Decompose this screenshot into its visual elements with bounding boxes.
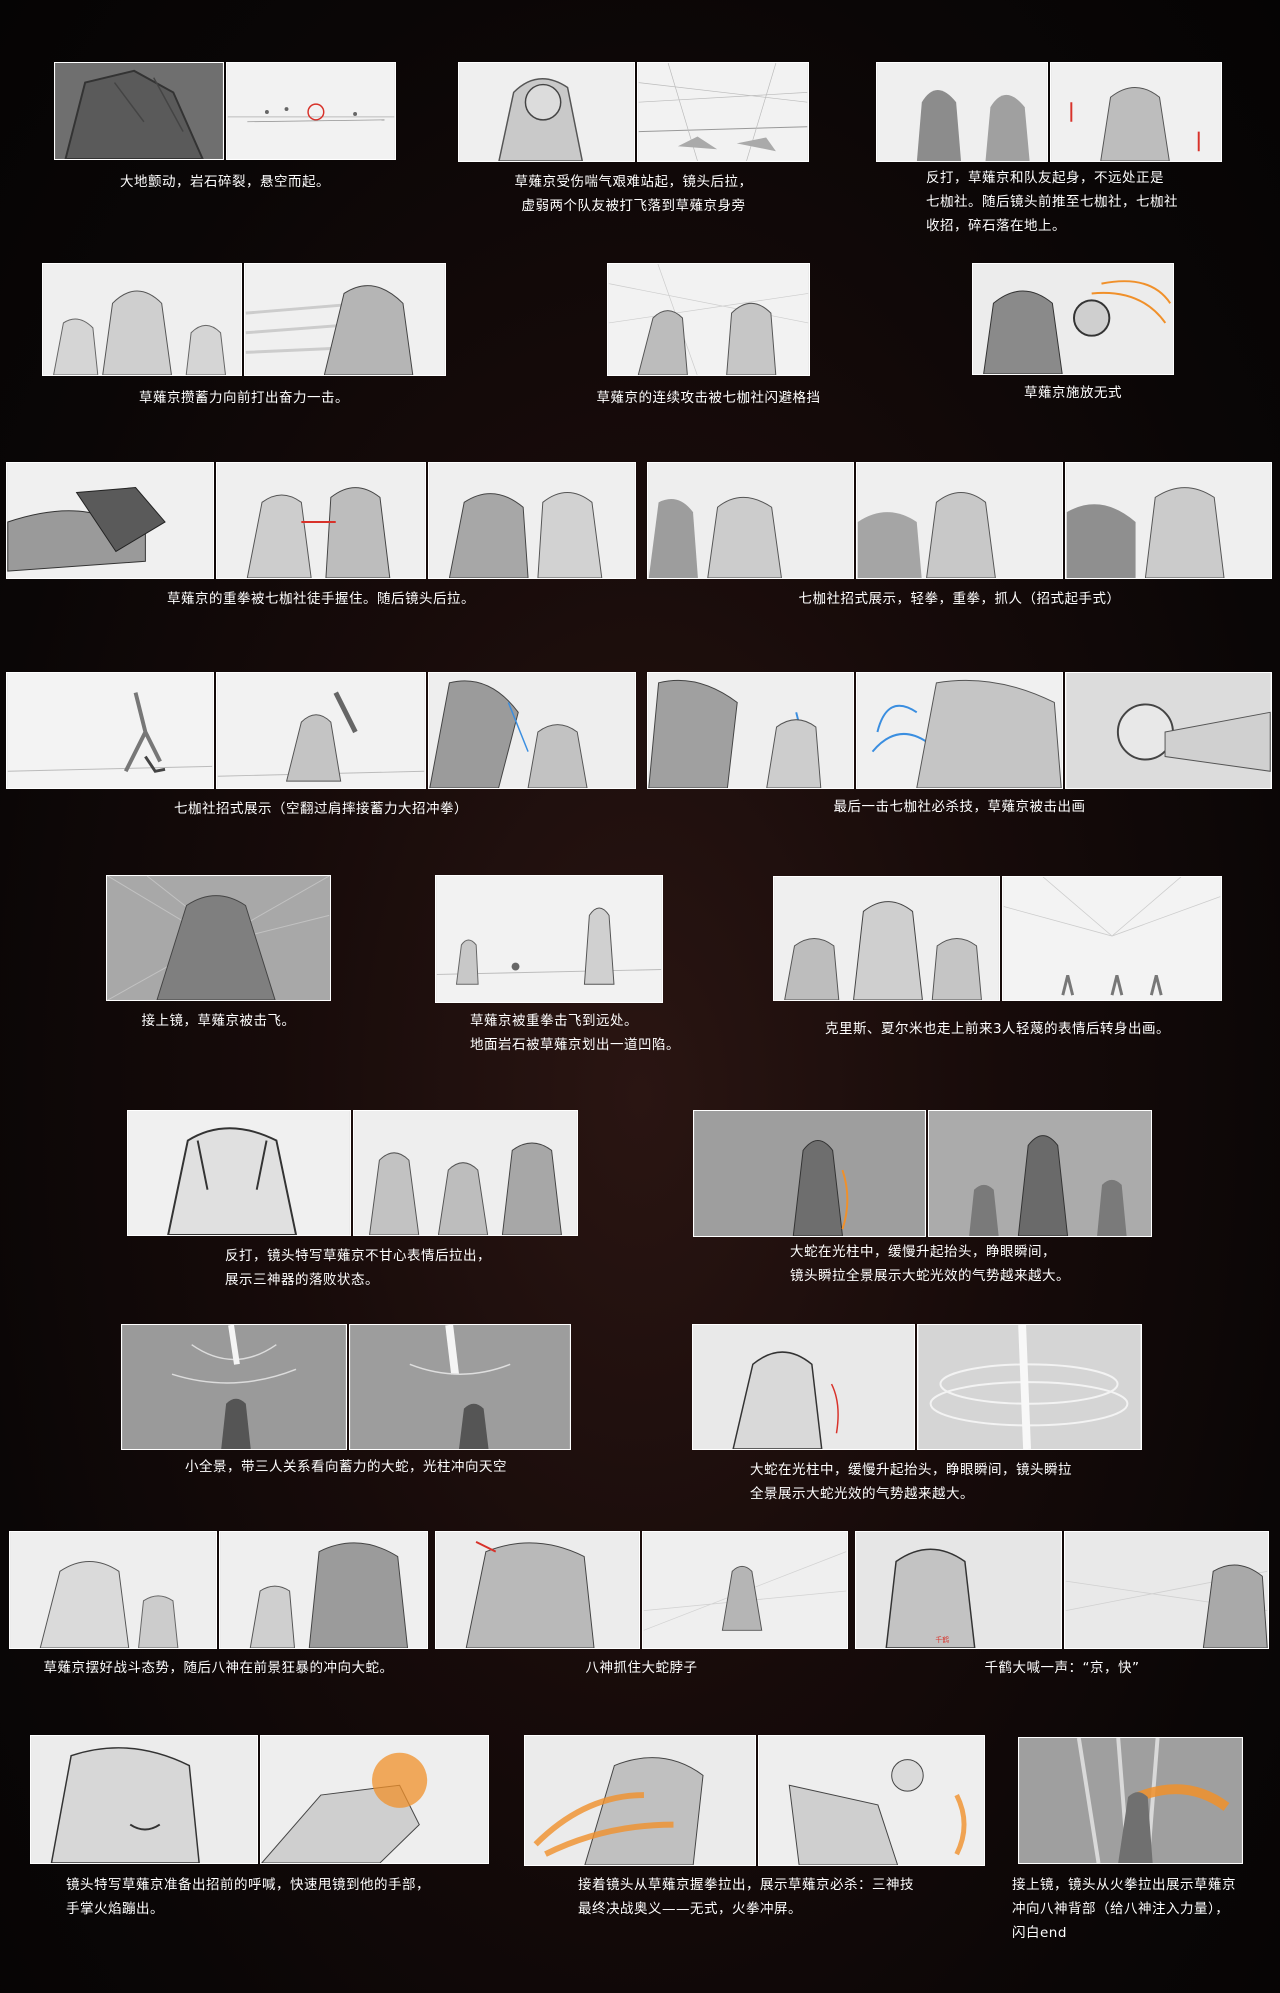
storyboard-panel xyxy=(226,62,396,160)
storyboard-panel xyxy=(127,1110,351,1236)
storyboard-panel xyxy=(1018,1737,1243,1864)
storyboard-panel xyxy=(758,1735,985,1866)
storyboard-panel xyxy=(1065,672,1272,789)
storyboard-panel xyxy=(9,1531,217,1649)
storyboard-panel xyxy=(216,462,426,579)
storyboard-panel xyxy=(349,1324,571,1450)
storyboard-panel xyxy=(637,62,809,162)
storyboard-panel xyxy=(917,1324,1142,1450)
panel-caption: 镜头特写草薙京准备出招前的呼喊，快速甩镜到他的手部， 手掌火焰蹦出。 xyxy=(66,1877,430,1917)
storyboard-panel xyxy=(428,462,636,579)
panel-caption: 小全景，带三人关系看向蓄力的大蛇，光柱冲向天空 xyxy=(185,1459,507,1475)
storyboard-panel xyxy=(30,1735,258,1864)
panel-caption: 草薙京受伤喘气艰难站起，镜头后拉， 虚弱两个队友被打飞落到草薙京身旁 xyxy=(514,174,753,214)
panel-caption: 千鹤大喊一声：“京，快” xyxy=(984,1660,1140,1676)
panel-caption: 大蛇在光柱中，缓慢升起抬头，睁眼瞬间，镜头瞬拉 全景展示大蛇光效的气势越来越大。 xyxy=(750,1462,1072,1502)
storyboard-panel xyxy=(972,263,1174,375)
storyboard-panel xyxy=(216,672,426,789)
storyboard-panel xyxy=(524,1735,756,1866)
storyboard-panel xyxy=(6,672,214,789)
panel-caption: 八神抓住大蛇脖子 xyxy=(585,1660,698,1676)
panel-caption: 草薙京的重拳被七枷社徒手握住。随后镜头后拉。 xyxy=(167,591,475,607)
storyboard-panel xyxy=(856,462,1063,579)
panel-caption: 反打，镜头特写草薙京不甘心表情后拉出， 展示三神器的落败状态。 xyxy=(225,1248,491,1288)
storyboard-panel xyxy=(1064,1531,1269,1649)
storyboard-panel xyxy=(693,1110,926,1237)
storyboard-panel xyxy=(54,62,224,160)
storyboard-panel xyxy=(876,62,1048,162)
storyboard-panel xyxy=(244,263,446,376)
panel-caption: 七枷社招式展示（空翻过肩摔接蓄力大招冲拳） xyxy=(174,801,468,817)
storyboard-panel xyxy=(428,672,636,789)
storyboard-panel xyxy=(647,462,854,579)
storyboard-panel xyxy=(607,263,810,376)
storyboard-panel xyxy=(692,1324,915,1450)
storyboard-panel xyxy=(773,876,1000,1001)
panel-caption: 草薙京攒蓄力向前打出奋力一击。 xyxy=(139,390,349,406)
storyboard-panel xyxy=(1065,462,1272,579)
storyboard-panel xyxy=(106,875,331,1001)
panel-caption: 接着镜头从草薙京握拳拉出，展示草薙京必杀：三神技 最终决战奥义——无式，火拳冲屏… xyxy=(578,1877,914,1917)
storyboard-panel xyxy=(435,1531,640,1649)
storyboard-panel xyxy=(42,263,242,376)
storyboard-panel xyxy=(642,1531,848,1649)
panel-caption: 草薙京摆好战斗态势，随后八神在前景狂暴的冲向大蛇。 xyxy=(43,1660,394,1676)
panel-caption: 最后一击七枷社必杀技，草薙京被击出画 xyxy=(833,799,1086,815)
storyboard-panel xyxy=(1050,62,1222,162)
storyboard-panel xyxy=(1002,876,1222,1001)
panel-caption: 草薙京被重拳击飞到远处。 地面岩石被草薙京划出一道凹陷。 xyxy=(470,1013,680,1053)
storyboard-panel xyxy=(353,1110,578,1236)
storyboard-panel xyxy=(219,1531,428,1649)
panel-caption: 反打，草薙京和队友起身，不远处正是 七枷社。随后镜头前推至七枷社，七枷社 收招，… xyxy=(926,170,1178,234)
storyboard-panel xyxy=(928,1110,1152,1237)
storyboard-panel: 千鹤 xyxy=(855,1531,1062,1649)
panel-caption: 大地颤动，岩石碎裂，悬空而起。 xyxy=(120,174,330,190)
panel-caption: 草薙京施放无式 xyxy=(1024,385,1122,401)
storyboard-panel xyxy=(121,1324,347,1450)
storyboard-panel xyxy=(458,62,635,162)
storyboard-panel xyxy=(435,875,663,1003)
panel-caption: 草薙京的连续攻击被七枷社闪避格挡 xyxy=(596,390,821,406)
panel-caption: 接上镜，镜头从火拳拉出展示草薙京 冲向八神背部（给八神注入力量）， 闪白end xyxy=(1012,1877,1236,1941)
svg-text:千鹤: 千鹤 xyxy=(935,1635,949,1644)
panel-caption: 接上镜，草薙京被击飞。 xyxy=(141,1013,296,1029)
storyboard-panel xyxy=(260,1735,489,1864)
storyboard-panel xyxy=(856,672,1063,789)
storyboard-panel xyxy=(6,462,214,579)
panel-caption: 七枷社招式展示，轻拳，重拳，抓人（招式起手式） xyxy=(798,591,1121,607)
panel-caption: 大蛇在光柱中，缓慢升起抬头，睁眼瞬间， 镜头瞬拉全景展示大蛇光效的气势越来越大。 xyxy=(790,1244,1070,1284)
storyboard-panel xyxy=(647,672,854,789)
panel-caption: 克里斯、夏尔米也走上前来3人轻蔑的表情后转身出画。 xyxy=(824,1021,1171,1037)
